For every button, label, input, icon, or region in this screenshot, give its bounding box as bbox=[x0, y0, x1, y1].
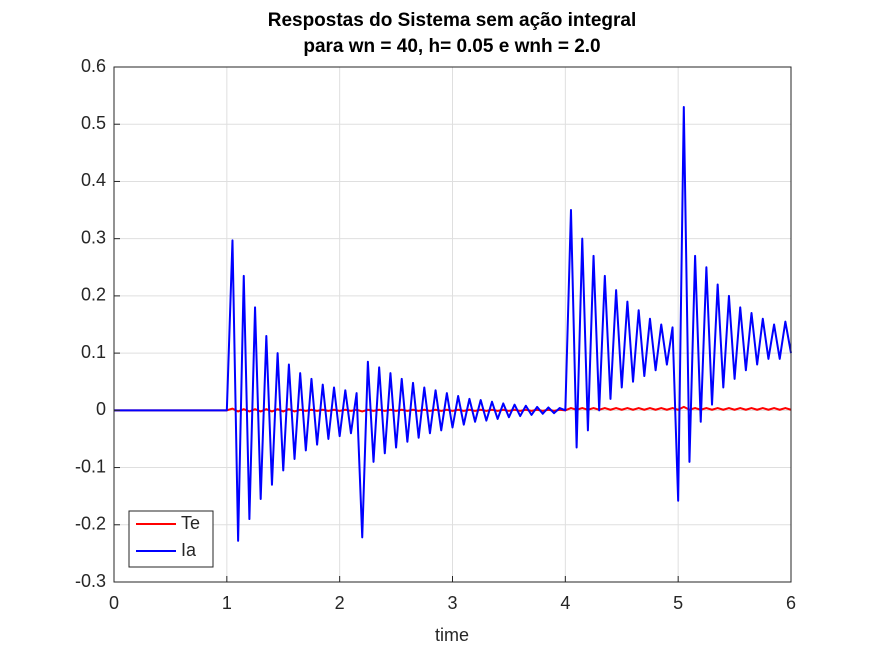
legend: Te Ia bbox=[128, 510, 214, 568]
y-tick-label: 0.1 bbox=[81, 342, 106, 362]
y-tick-label: 0.2 bbox=[81, 285, 106, 305]
x-tick-label: 5 bbox=[673, 593, 683, 613]
series-line bbox=[114, 106, 792, 542]
chart-subtitle: para wn = 40, h= 0.05 e wnh = 2.0 bbox=[303, 36, 600, 57]
y-tick-label: -0.2 bbox=[75, 514, 106, 534]
x-tick-label: 6 bbox=[786, 593, 796, 613]
legend-label: Te bbox=[181, 513, 200, 533]
y-tick-label: 0.4 bbox=[81, 170, 106, 190]
lines bbox=[114, 106, 792, 542]
x-tick-label: 4 bbox=[560, 593, 570, 613]
x-tick-label: 0 bbox=[109, 593, 119, 613]
y-tick-label: 0.6 bbox=[81, 56, 106, 76]
x-tick-label: 1 bbox=[222, 593, 232, 613]
legend-label: Ia bbox=[181, 540, 197, 560]
y-tick-label: 0.3 bbox=[81, 227, 106, 247]
y-tick-label: 0 bbox=[96, 399, 106, 419]
y-tick-label: -0.3 bbox=[75, 571, 106, 591]
x-tick-label: 3 bbox=[447, 593, 457, 613]
x-axis-label: time bbox=[435, 625, 469, 645]
legend-box bbox=[128, 510, 214, 568]
y-tick-label: 0.5 bbox=[81, 113, 106, 133]
x-tick-label: 2 bbox=[335, 593, 345, 613]
y-tick-label: -0.1 bbox=[75, 456, 106, 476]
chart-title: Respostas do Sistema sem ação integral bbox=[268, 10, 637, 31]
